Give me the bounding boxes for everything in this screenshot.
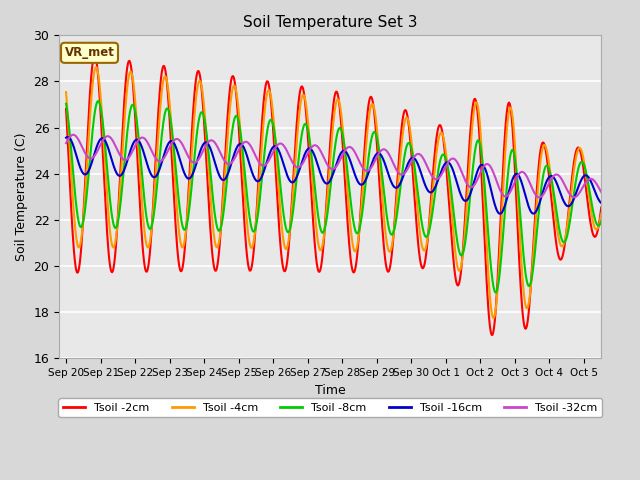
X-axis label: Time: Time <box>315 384 346 396</box>
Line: Tsoil -8cm: Tsoil -8cm <box>66 101 601 292</box>
Tsoil -4cm <box>447 199 454 204</box>
Tsoil -4cm <box>92 64 100 70</box>
Tsoil -8cm <box>312 189 319 194</box>
Tsoil -32cm <box>312 143 319 148</box>
Tsoil -4cm <box>138 195 145 201</box>
Tsoil -4cm <box>460 244 468 250</box>
Tsoil -32cm <box>447 156 454 162</box>
Tsoil -16cm <box>460 197 468 203</box>
Tsoil -32cm <box>69 132 77 138</box>
Tsoil -32cm <box>65 136 72 142</box>
Line: Tsoil -16cm: Tsoil -16cm <box>66 137 601 214</box>
Tsoil -8cm <box>95 98 102 104</box>
Tsoil -4cm <box>597 211 605 216</box>
Tsoil -32cm <box>536 194 543 200</box>
Line: Tsoil -2cm: Tsoil -2cm <box>66 56 601 335</box>
Tsoil -2cm <box>488 332 495 338</box>
Tsoil -16cm <box>62 135 70 141</box>
Tsoil -8cm <box>460 248 468 253</box>
Tsoil -32cm <box>62 140 70 146</box>
Text: VR_met: VR_met <box>65 47 115 60</box>
Tsoil -2cm <box>312 247 319 253</box>
Tsoil -4cm <box>312 215 319 220</box>
Tsoil -2cm <box>138 231 145 237</box>
Tsoil -32cm <box>138 135 145 141</box>
Tsoil -32cm <box>597 189 605 195</box>
Tsoil -16cm <box>291 177 299 183</box>
Tsoil -4cm <box>490 315 497 321</box>
Tsoil -16cm <box>312 155 319 160</box>
Tsoil -4cm <box>65 120 72 126</box>
Tsoil -2cm <box>91 53 99 59</box>
Tsoil -16cm <box>597 200 605 206</box>
Tsoil -8cm <box>62 101 70 107</box>
Tsoil -2cm <box>62 106 70 112</box>
Tsoil -2cm <box>447 223 454 229</box>
Tsoil -2cm <box>65 147 72 153</box>
Tsoil -2cm <box>460 237 468 242</box>
Tsoil -8cm <box>65 116 72 122</box>
Tsoil -32cm <box>460 174 468 180</box>
Tsoil -8cm <box>447 184 454 190</box>
Tsoil -16cm <box>496 211 504 216</box>
Tsoil -16cm <box>65 134 73 140</box>
Y-axis label: Soil Temperature (C): Soil Temperature (C) <box>15 132 28 261</box>
Tsoil -8cm <box>291 190 299 196</box>
Tsoil -32cm <box>291 163 299 169</box>
Title: Soil Temperature Set 3: Soil Temperature Set 3 <box>243 15 417 30</box>
Line: Tsoil -4cm: Tsoil -4cm <box>66 67 601 318</box>
Tsoil -16cm <box>138 144 145 149</box>
Line: Tsoil -32cm: Tsoil -32cm <box>66 135 601 197</box>
Legend: Tsoil -2cm, Tsoil -4cm, Tsoil -8cm, Tsoil -16cm, Tsoil -32cm: Tsoil -2cm, Tsoil -4cm, Tsoil -8cm, Tsoi… <box>58 398 602 417</box>
Tsoil -8cm <box>597 218 605 224</box>
Tsoil -4cm <box>62 89 70 95</box>
Tsoil -16cm <box>63 134 71 140</box>
Tsoil -4cm <box>291 162 299 168</box>
Tsoil -8cm <box>138 168 145 174</box>
Tsoil -2cm <box>291 144 299 150</box>
Tsoil -8cm <box>492 289 499 295</box>
Tsoil -16cm <box>447 162 454 168</box>
Tsoil -2cm <box>597 204 605 210</box>
